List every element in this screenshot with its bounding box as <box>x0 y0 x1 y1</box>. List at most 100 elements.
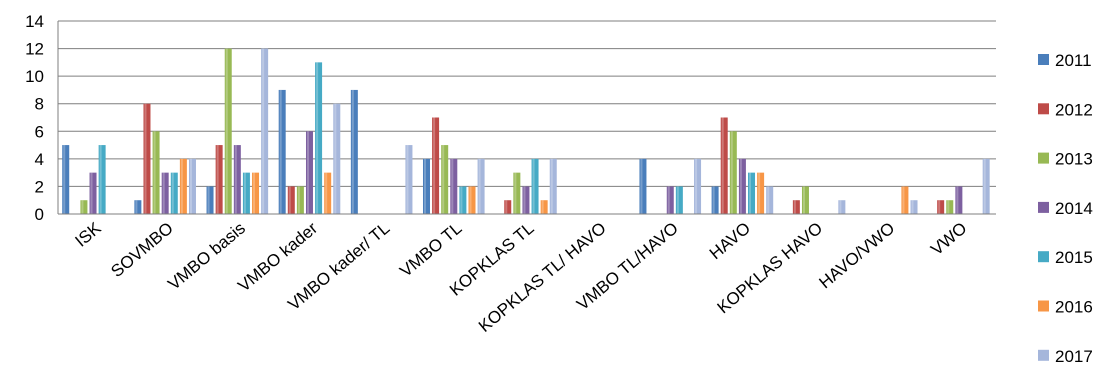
category-label: VMBO TL <box>396 219 465 281</box>
bar-sheen <box>676 186 679 214</box>
bar-2013-2 <box>224 48 232 215</box>
legend-item-2016: 2016 <box>1038 298 1093 317</box>
legend-label: 2011 <box>1055 51 1092 70</box>
bar-sheen <box>956 186 959 214</box>
bar-sheen <box>712 186 715 214</box>
bar-sheen <box>478 158 481 214</box>
bar-2015-8 <box>675 186 683 214</box>
bar-sheen <box>288 186 291 214</box>
bar-2011-1 <box>134 200 142 214</box>
bar-sheen <box>325 172 328 214</box>
legend-swatch <box>1038 152 1049 164</box>
bar-sheen <box>749 172 752 214</box>
bar-2016-1 <box>179 158 187 214</box>
bar-2014-8 <box>666 186 674 214</box>
bar-sheen <box>253 172 256 214</box>
legend-item-2015: 2015 <box>1038 248 1093 267</box>
bar-sheen <box>550 158 553 214</box>
legend-item-2013: 2013 <box>1038 150 1093 169</box>
bar-2012-5 <box>432 117 440 214</box>
bar-2015-5 <box>459 186 467 214</box>
bar-2015-2 <box>242 172 250 214</box>
bar-sheen <box>99 145 102 214</box>
bar-2012-6 <box>504 200 512 214</box>
legend-label: 2015 <box>1055 248 1093 267</box>
y-tick-label: 12 <box>25 40 44 59</box>
bar-sheen <box>162 172 165 214</box>
bar-sheen <box>911 200 914 214</box>
bar-2017-8 <box>694 158 702 214</box>
legend-label: 2014 <box>1055 199 1093 218</box>
bar-2013-0 <box>80 200 88 214</box>
bar-sheen <box>216 145 219 214</box>
bar-2014-1 <box>161 172 169 214</box>
bar-sheen <box>460 186 463 214</box>
bar-2017-5 <box>477 158 485 214</box>
legend-swatch <box>1038 251 1049 263</box>
bar-sheen <box>189 158 192 214</box>
bar-2015-6 <box>531 158 539 214</box>
bar-sheen <box>406 145 409 214</box>
y-tick-label: 4 <box>35 150 44 169</box>
bar-sheen <box>947 200 950 214</box>
bar-sheen <box>433 117 436 214</box>
bar-sheen <box>135 200 138 214</box>
bar-sheen <box>297 186 300 214</box>
bar-2012-2 <box>215 145 223 214</box>
bar-2013-3 <box>296 186 304 214</box>
bar-2011-3 <box>278 89 286 214</box>
bar-sheen <box>667 186 670 214</box>
bar-sheen <box>279 89 282 214</box>
bar-sheen <box>523 186 526 214</box>
bar-2012-9 <box>720 117 728 214</box>
bar-2016-11 <box>901 186 909 214</box>
bar-2014-2 <box>233 145 241 214</box>
y-axis-ticks: 0 2 4 6 8 10 12 14 <box>25 12 44 224</box>
bar-sheen <box>262 48 265 215</box>
bar-sheen <box>451 158 454 214</box>
bar-sheen <box>334 103 337 214</box>
bar-2016-2 <box>252 172 260 214</box>
bar-sheen <box>207 186 210 214</box>
bar-2011-4 <box>350 89 358 214</box>
bar-sheen <box>469 186 472 214</box>
y-tick-label: 8 <box>35 95 44 114</box>
legend-label: 2013 <box>1055 150 1093 169</box>
y-tick-label: 2 <box>35 177 44 196</box>
bar-sheen <box>153 131 156 214</box>
bar-sheen <box>90 172 93 214</box>
bar-2012-3 <box>287 186 295 214</box>
bar-2011-2 <box>206 186 214 214</box>
legend-item-2011: 2011 <box>1038 51 1092 70</box>
bar-sheen <box>351 89 354 214</box>
category-label: VWO <box>927 219 970 260</box>
bar-sheen <box>514 172 517 214</box>
bar-sheen <box>171 172 174 214</box>
bar-2017-9 <box>766 186 774 214</box>
axes <box>57 21 996 215</box>
bar-sheen <box>306 131 309 214</box>
bar-2017-6 <box>549 158 557 214</box>
bar-sheen <box>758 172 761 214</box>
bar-2011-0 <box>62 145 70 214</box>
legend-item-2014: 2014 <box>1038 199 1093 218</box>
category-label: KOPKLAS TL/ HAVO <box>475 219 610 336</box>
bar-sheen <box>423 158 426 214</box>
bars <box>62 48 990 215</box>
category-label: HAVO/VWO <box>815 219 898 293</box>
y-tick-label: 0 <box>35 205 44 224</box>
bar-sheen <box>802 186 805 214</box>
bar-sheen <box>81 200 84 214</box>
bar-2017-11 <box>910 200 918 214</box>
bar-2011-5 <box>422 158 430 214</box>
bar-2016-3 <box>324 172 332 214</box>
bar-sheen <box>532 158 535 214</box>
bar-sheen <box>541 200 544 214</box>
bar-sheen <box>695 158 698 214</box>
bar-2015-3 <box>315 62 323 214</box>
bar-2012-1 <box>143 103 151 214</box>
bar-2015-1 <box>170 172 178 214</box>
bar-sheen <box>730 131 733 214</box>
bar-sheen <box>316 62 319 214</box>
